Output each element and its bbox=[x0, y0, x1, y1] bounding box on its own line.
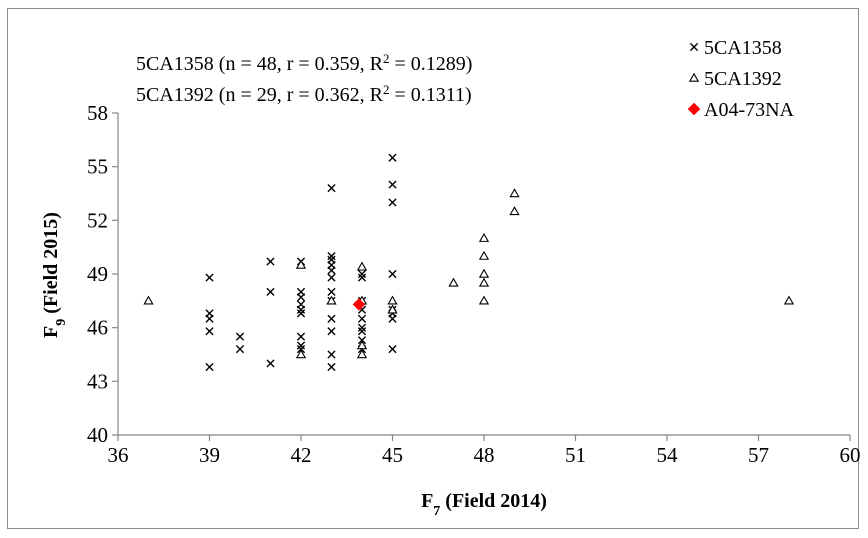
data-point bbox=[295, 349, 307, 359]
data-point bbox=[295, 259, 307, 269]
legend-label: 5CA1392 bbox=[704, 68, 782, 90]
data-point bbox=[478, 250, 490, 260]
y-tick-label: 52 bbox=[87, 208, 108, 232]
data-point bbox=[387, 295, 398, 305]
y-tick-label: 43 bbox=[87, 369, 108, 393]
data-point bbox=[327, 350, 336, 359]
legend-label: 5CA1358 bbox=[704, 37, 782, 59]
x-tick-label: 42 bbox=[291, 443, 312, 467]
data-point bbox=[478, 268, 490, 278]
y-tick-label: 40 bbox=[87, 423, 108, 447]
data-point bbox=[205, 273, 214, 282]
data-point bbox=[356, 340, 368, 350]
data-point bbox=[388, 153, 397, 162]
data-point bbox=[509, 206, 520, 216]
data-point bbox=[327, 184, 336, 193]
x-tick-labels: 36 39 42 45 48 51 54 57 60 bbox=[108, 443, 861, 467]
data-point bbox=[205, 314, 214, 323]
annotation-5ca1392: 5CA1392 (n = 29, r = 0.362, R2 = 0.1311) bbox=[136, 82, 472, 107]
data-point bbox=[296, 345, 306, 354]
data-point bbox=[327, 252, 336, 261]
x-axis-title: F7 (Field 2014) bbox=[421, 490, 547, 519]
data-point bbox=[235, 332, 245, 341]
data-point bbox=[327, 287, 336, 296]
series-5ca1392 bbox=[143, 188, 795, 359]
data-point bbox=[266, 257, 275, 266]
x-tick-label: 60 bbox=[840, 443, 861, 467]
data-point bbox=[296, 341, 306, 350]
data-point bbox=[357, 323, 367, 332]
y-axis-title: F9 (Field 2015) bbox=[40, 212, 69, 338]
legend-label: A04-73NA bbox=[704, 99, 795, 121]
data-point bbox=[296, 332, 306, 341]
data-point bbox=[478, 277, 490, 287]
y-tick-label: 49 bbox=[87, 262, 108, 286]
data-point bbox=[357, 273, 367, 282]
data-point bbox=[357, 314, 367, 323]
data-point bbox=[357, 327, 367, 336]
data-point bbox=[327, 273, 336, 282]
data-point bbox=[327, 314, 336, 323]
data-point bbox=[357, 269, 367, 279]
data-point bbox=[326, 295, 337, 305]
data-point bbox=[388, 314, 397, 323]
data-point bbox=[327, 327, 336, 336]
data-point bbox=[357, 336, 367, 345]
legend: 5CA1358 5CA1392 A04-73NA bbox=[687, 37, 795, 121]
data-point bbox=[783, 295, 795, 305]
data-point bbox=[356, 261, 368, 271]
data-point bbox=[235, 345, 245, 354]
data-point bbox=[296, 305, 306, 314]
x-tick-label: 39 bbox=[199, 443, 220, 467]
data-point bbox=[356, 349, 368, 359]
chart-frame bbox=[7, 8, 859, 529]
x-tick-label: 57 bbox=[748, 443, 769, 467]
series-a04-73na bbox=[352, 298, 366, 311]
data-point bbox=[327, 362, 336, 372]
x-tick-label: 48 bbox=[474, 443, 495, 467]
data-point bbox=[205, 362, 214, 372]
legend-marker bbox=[689, 42, 699, 52]
data-point bbox=[509, 188, 520, 198]
data-point bbox=[296, 293, 306, 302]
legend-marker bbox=[687, 102, 701, 116]
axes bbox=[112, 112, 851, 441]
data-point bbox=[388, 269, 397, 279]
x-tick-label: 45 bbox=[382, 443, 403, 467]
data-point bbox=[143, 295, 154, 305]
y-tick-label: 58 bbox=[87, 101, 108, 125]
x-tick-label: 36 bbox=[108, 443, 129, 467]
data-point bbox=[478, 232, 490, 242]
x-tick-label: 51 bbox=[565, 443, 586, 467]
x-tick-label: 54 bbox=[657, 443, 679, 467]
y-tick-labels: 40 43 46 49 52 55 58 bbox=[87, 101, 108, 447]
data-point bbox=[266, 359, 275, 368]
data-point bbox=[205, 327, 214, 336]
data-point bbox=[296, 309, 306, 318]
legend-marker bbox=[688, 72, 700, 82]
data-point bbox=[352, 298, 366, 311]
data-point bbox=[388, 180, 397, 189]
data-points bbox=[143, 153, 795, 372]
data-point bbox=[478, 295, 490, 305]
data-point bbox=[327, 266, 336, 275]
data-point bbox=[388, 345, 397, 354]
y-tick-label: 55 bbox=[87, 155, 108, 179]
data-point bbox=[448, 277, 459, 287]
data-point bbox=[266, 287, 275, 296]
y-tick-label: 46 bbox=[87, 316, 108, 340]
annotation-5ca1358: 5CA1358 (n = 48, r = 0.359, R2 = 0.1289) bbox=[136, 51, 472, 76]
data-point bbox=[387, 304, 398, 314]
data-point bbox=[388, 198, 397, 207]
